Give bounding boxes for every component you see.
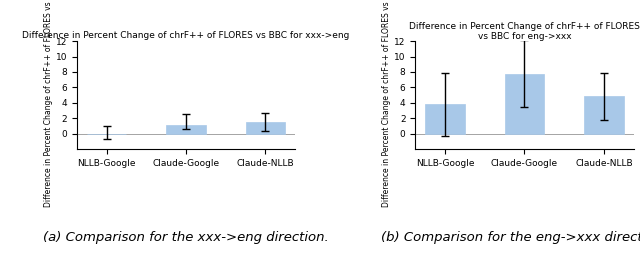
Y-axis label: Difference in Percent Change of chrF++ of FLORES vs BBC: Difference in Percent Change of chrF++ o… (382, 0, 391, 207)
Title: Difference in Percent Change of chrF++ of FLORES vs BBC for xxx->eng: Difference in Percent Change of chrF++ o… (22, 31, 349, 40)
Bar (504, 74, 544, 134)
Text: (b) Comparison for the eng->xxx direction.: (b) Comparison for the eng->xxx directio… (381, 231, 640, 244)
Bar (584, 96, 623, 134)
Y-axis label: Difference in Percent Change of chrF++ of FLORES vs BBC: Difference in Percent Change of chrF++ o… (44, 0, 52, 207)
Bar (166, 125, 206, 134)
Title: Difference in Percent Change of chrF++ of FLORES vs BBC for eng->xxx: Difference in Percent Change of chrF++ o… (409, 22, 640, 41)
Bar (425, 104, 465, 134)
Bar (246, 122, 285, 134)
Text: (a) Comparison for the xxx->eng direction.: (a) Comparison for the xxx->eng directio… (43, 231, 329, 244)
